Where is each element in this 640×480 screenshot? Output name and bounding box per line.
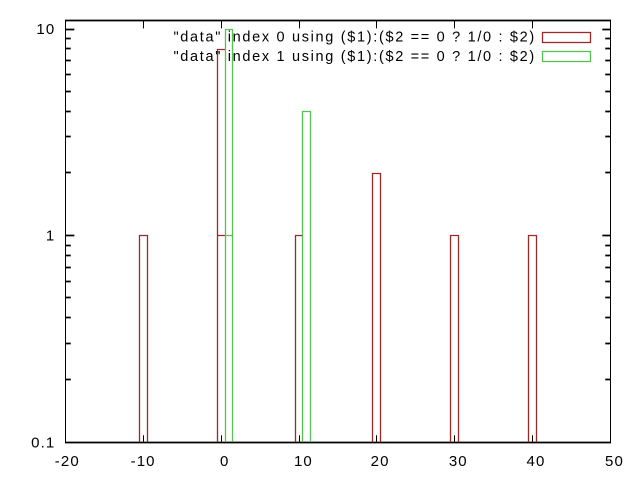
svg-text:-20: -20 bbox=[55, 453, 80, 470]
svg-text:-10: -10 bbox=[131, 453, 156, 470]
svg-text:0: 0 bbox=[220, 453, 229, 470]
svg-text:"data" index 1 using ($1):($2: "data" index 1 using ($1):($2 == 0 ? 1/0… bbox=[173, 49, 535, 65]
svg-text:10: 10 bbox=[294, 453, 313, 470]
svg-text:40: 40 bbox=[527, 453, 546, 470]
svg-text:0.1: 0.1 bbox=[31, 434, 55, 451]
svg-text:1: 1 bbox=[46, 228, 55, 245]
svg-text:"data" index 0 using ($1):($2: "data" index 0 using ($1):($2 == 0 ? 1/0… bbox=[173, 29, 535, 45]
svg-text:20: 20 bbox=[371, 453, 390, 470]
svg-text:10: 10 bbox=[36, 21, 55, 38]
svg-text:50: 50 bbox=[605, 453, 624, 470]
svg-text:30: 30 bbox=[449, 453, 468, 470]
